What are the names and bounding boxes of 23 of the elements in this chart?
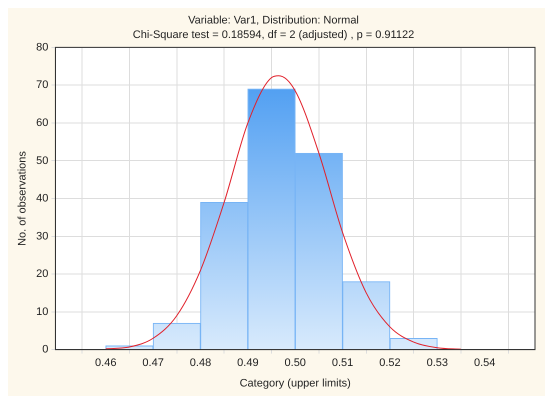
x-tick-label: 0.50	[284, 357, 306, 370]
y-axis-title: No. of observations	[16, 150, 29, 246]
x-axis-title: Category (upper limits)	[240, 377, 351, 390]
x-tick-label: 0.54	[474, 357, 496, 370]
x-tick-label: 0.52	[379, 357, 401, 370]
y-tick-label: 0	[42, 344, 48, 356]
chart-subtitle: Chi-Square test = 0.18594, df = 2 (adjusted) , p = 0.91122	[132, 28, 414, 41]
x-tick-label: 0.51	[332, 357, 354, 370]
x-tick-label: 0.46	[95, 357, 116, 370]
x-tick-label: 0.53	[426, 357, 448, 370]
x-tick-label: 0.49	[237, 357, 259, 370]
y-tick-label: 30	[36, 230, 48, 242]
y-tick-label: 20	[36, 268, 48, 280]
x-tick-label: 0.48	[190, 357, 212, 370]
y-tick-label: 10	[36, 306, 48, 318]
y-tick-label: 40	[36, 192, 48, 205]
y-tick-label: 50	[36, 154, 48, 167]
y-tick-label: 60	[36, 116, 48, 129]
x-tick-label: 0.47	[142, 357, 164, 370]
chart-title: Variable: Var1, Distribution: Normal	[188, 14, 359, 27]
line-series	[105, 75, 462, 350]
y-tick-label: 80	[36, 41, 48, 54]
y-tick-label: 70	[36, 79, 48, 92]
